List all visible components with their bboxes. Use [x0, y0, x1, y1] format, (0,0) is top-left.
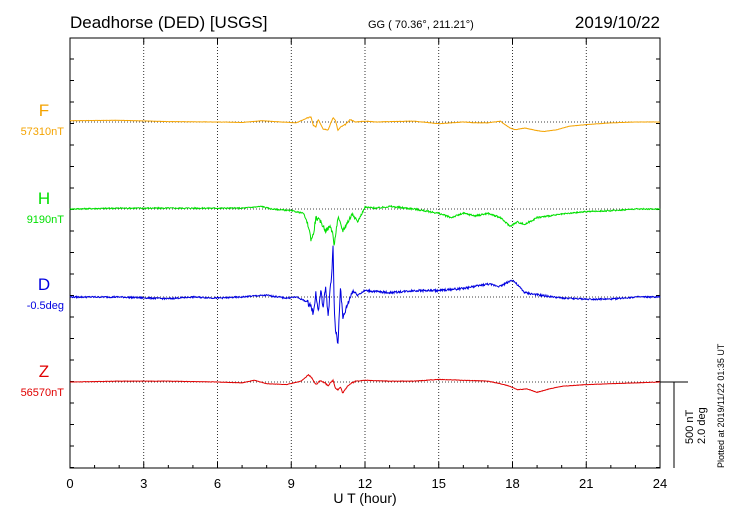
x-tick-label: 18 — [505, 476, 519, 491]
x-tick-label: 12 — [358, 476, 372, 491]
scale-nt-label: 500 nT — [684, 409, 696, 444]
plotted-at-label: Plotted at 2019/11/22 01:35 UT — [716, 343, 726, 468]
series-name-z: Z — [39, 362, 49, 381]
x-tick-label: 15 — [432, 476, 446, 491]
series-line-f — [69, 116, 661, 133]
series-baseline-f: 57310nT — [21, 126, 65, 138]
series-line-h — [69, 204, 661, 246]
baselines — [70, 121, 660, 383]
coordinates: GG ( 70.36°, 211.21°) — [368, 19, 474, 31]
x-tick-label: 6 — [214, 476, 221, 491]
series-name-h: H — [38, 189, 50, 208]
grid — [143, 38, 587, 468]
x-tick-label: 24 — [653, 476, 667, 491]
series-name-d: D — [38, 275, 50, 294]
x-tick-label: 21 — [579, 476, 593, 491]
plot-frame — [69, 37, 661, 469]
x-axis-title: U T (hour) — [333, 490, 396, 506]
x-tick-label: 3 — [140, 476, 147, 491]
series-baseline-d: -0.5deg — [27, 300, 64, 312]
series-labels: F 57310nT H 9190nT D -0.5deg Z 56570nT — [21, 101, 65, 399]
series-lines — [69, 116, 661, 394]
station-title: Deadhorse (DED) [USGS] — [70, 13, 267, 32]
x-tick-label: 0 — [66, 476, 73, 491]
series-line-z — [69, 373, 661, 394]
date-label: 2019/10/22 — [575, 13, 660, 32]
series-name-f: F — [39, 101, 49, 120]
scale-deg-label: 2.0 deg — [696, 407, 708, 444]
series-baseline-z: 56570nT — [21, 387, 65, 399]
series-baseline-h: 9190nT — [27, 214, 65, 226]
series-line-d — [69, 245, 661, 345]
x-axis: 0 3 6 9 12 15 18 21 24 — [66, 38, 667, 491]
x-tick-label: 9 — [288, 476, 295, 491]
